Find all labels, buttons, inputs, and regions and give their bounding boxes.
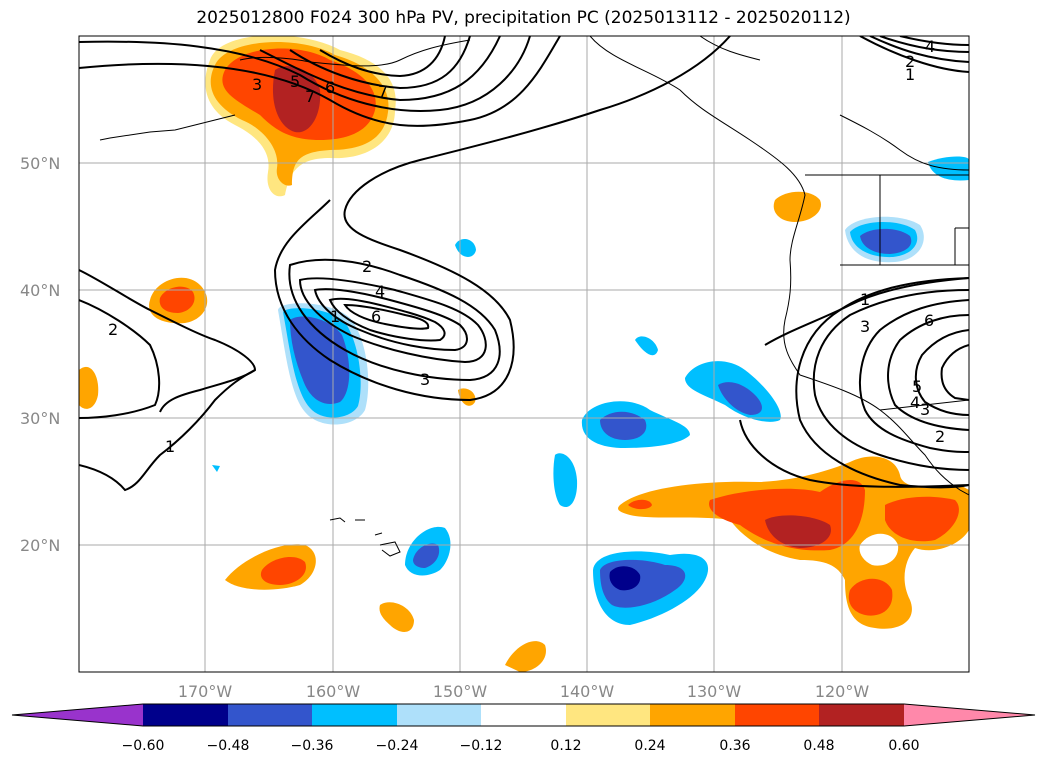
colorbar-swatch <box>819 704 904 726</box>
colorbar-label: 0.24 <box>634 738 665 754</box>
contour-label: 4 <box>910 393 920 412</box>
colorbar-label: 0.48 <box>803 738 834 754</box>
contour-label: 1 <box>165 437 175 456</box>
contour-label: 2 <box>108 320 118 339</box>
colorbar-label: −0.60 <box>122 738 165 754</box>
longitude-labels: 170°W 160°W 150°W 140°W 130°W 120°W <box>178 682 870 701</box>
pv-contours <box>79 36 969 492</box>
colorbar-label: 0.36 <box>719 738 750 754</box>
lon-label-120w: 120°W <box>815 682 870 701</box>
contour-label: 7 <box>378 82 388 101</box>
latitude-labels: 50°N 40°N 30°N 20°N <box>20 154 60 555</box>
colorbar-swatch <box>228 704 312 726</box>
lat-label-20n: 20°N <box>20 536 60 555</box>
colorbar-label: 0.12 <box>550 738 581 754</box>
colorbar-swatch <box>566 704 650 726</box>
lon-label-170w: 170°W <box>178 682 233 701</box>
colorbar-swatch <box>397 704 481 726</box>
contour-label: 3 <box>420 370 430 389</box>
colorbar-swatch <box>143 704 228 726</box>
lat-label-40n: 40°N <box>20 281 60 300</box>
colorbar-extend-left <box>12 704 143 726</box>
colorbar-extend-right <box>904 704 1035 726</box>
colorbar-swatch <box>735 704 819 726</box>
colorbar-swatch <box>481 704 566 726</box>
contour-label: 1 <box>330 307 340 326</box>
contour-label: 6 <box>371 307 381 326</box>
lat-label-50n: 50°N <box>20 154 60 173</box>
colorbar-label: −0.12 <box>460 738 503 754</box>
figure-title: 2025012800 F024 300 hPa PV, precipitatio… <box>196 8 851 28</box>
contour-labels: 3 5 6 7 7 2 4 6 3 1 2 1 6 3 1 2 3 4 5 4 … <box>108 37 945 456</box>
lon-label-140w: 140°W <box>560 682 615 701</box>
contour-label: 7 <box>305 87 315 106</box>
contour-label: 2 <box>362 257 372 276</box>
contour-label: 1 <box>860 290 870 309</box>
coastlines <box>99 36 969 557</box>
contour-label: 3 <box>252 75 262 94</box>
lon-label-150w: 150°W <box>433 682 488 701</box>
graticule <box>79 36 969 672</box>
colorbar-label: −0.48 <box>207 738 250 754</box>
map-frame <box>78 35 970 673</box>
contour-label: 2 <box>905 52 915 71</box>
lon-label-130w: 130°W <box>687 682 742 701</box>
colorbar-label: −0.24 <box>376 738 419 754</box>
positive-anomaly-shading <box>79 36 969 672</box>
contour-label: 5 <box>912 377 922 396</box>
colorbar-swatch <box>650 704 735 726</box>
contour-label: 4 <box>375 282 385 301</box>
lat-label-30n: 30°N <box>20 409 60 428</box>
contour-label: 6 <box>924 311 934 330</box>
map-background <box>79 36 969 672</box>
contour-label: 3 <box>860 317 870 336</box>
contour-label: 6 <box>325 78 335 97</box>
contour-label: 3 <box>920 400 930 419</box>
contour-label: 1 <box>905 65 915 84</box>
colorbar-label: −0.36 <box>291 738 334 754</box>
contour-label: 5 <box>290 72 300 91</box>
lon-label-160w: 160°W <box>306 682 361 701</box>
contour-label: 4 <box>925 37 935 56</box>
colorbar-label: 0.60 <box>888 738 919 754</box>
colorbar-swatch <box>312 704 397 726</box>
colorbar: −0.60 −0.48 −0.36 −0.24 −0.12 0.12 0.24 … <box>11 703 1036 754</box>
contour-label: 2 <box>935 427 945 446</box>
